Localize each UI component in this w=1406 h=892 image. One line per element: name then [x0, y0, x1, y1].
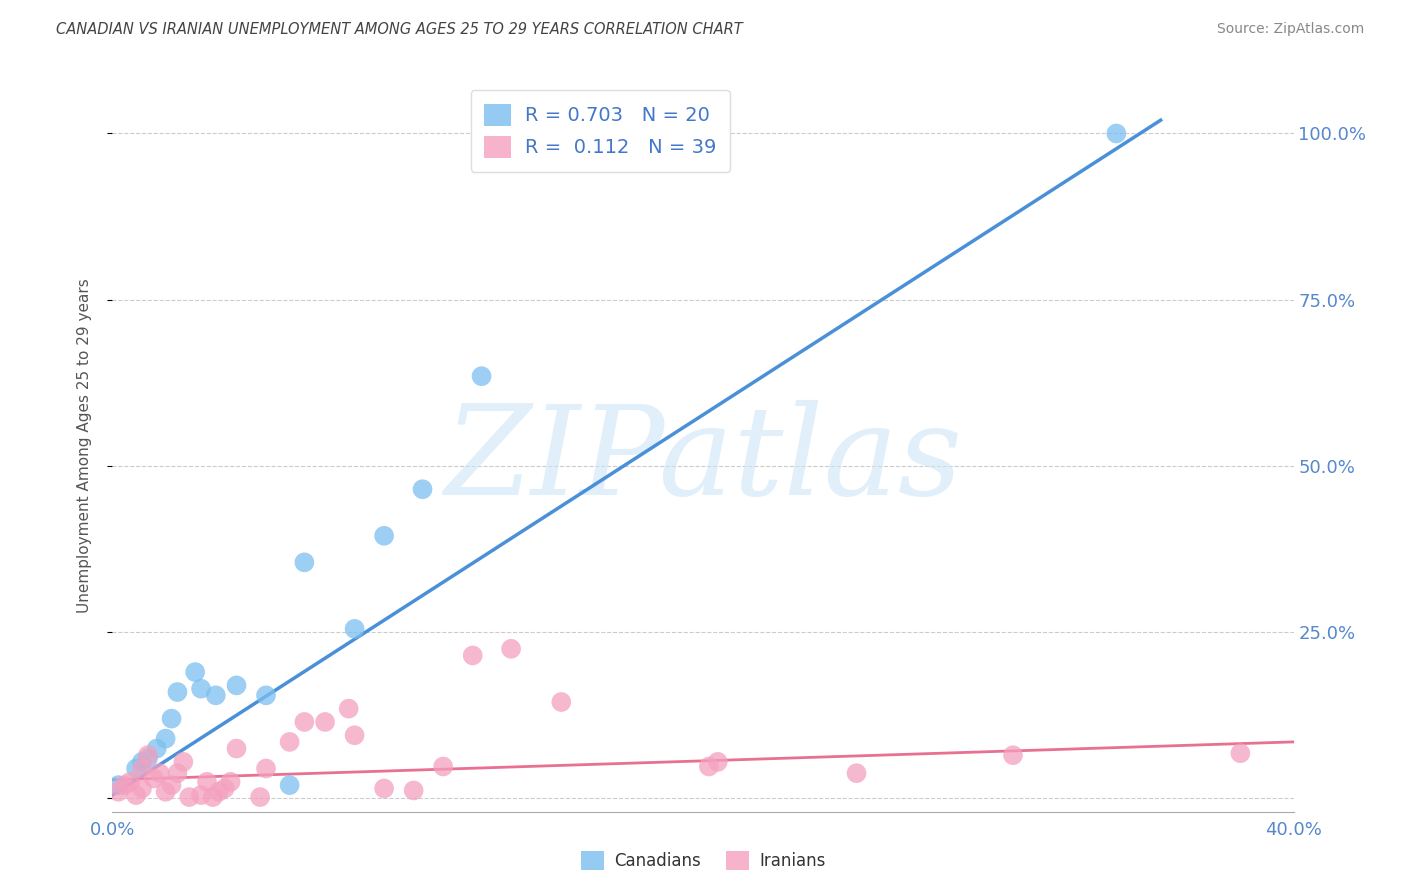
Point [131, 755, 153, 769]
Y-axis label: Unemployment Among Ages 25 to 29 years: Unemployment Among Ages 25 to 29 years [77, 278, 91, 614]
Point [155, 731, 177, 746]
Point [278, 735, 301, 749]
Point [160, 778, 183, 792]
Point [225, 741, 247, 756]
Text: Source: ZipAtlas.com: Source: ZipAtlas.com [1216, 22, 1364, 37]
Point [249, 790, 271, 805]
Legend: Canadians, Iranians: Canadians, Iranians [574, 844, 832, 877]
Point [706, 755, 728, 769]
Point [136, 748, 159, 763]
Point [149, 766, 172, 780]
Point [112, 778, 135, 792]
Point [190, 681, 212, 696]
Point [1229, 746, 1251, 760]
Point [214, 781, 236, 796]
Point [166, 685, 188, 699]
Point [160, 712, 183, 726]
Point [501, 641, 523, 656]
Point [208, 785, 231, 799]
Point [219, 774, 242, 789]
Point [1105, 127, 1128, 141]
Point [166, 766, 188, 780]
Point [292, 555, 315, 569]
Point [314, 714, 336, 729]
Point [136, 751, 159, 765]
Point [470, 369, 494, 384]
Point [254, 689, 277, 703]
Point [142, 772, 165, 786]
Point [155, 785, 177, 799]
Point [432, 759, 454, 773]
Point [845, 766, 868, 780]
Point [172, 755, 194, 769]
Point [292, 714, 315, 729]
Point [125, 762, 148, 776]
Text: ZIPatlas: ZIPatlas [444, 400, 962, 522]
Point [343, 622, 366, 636]
Point [107, 778, 129, 792]
Point [550, 695, 572, 709]
Point [107, 785, 129, 799]
Point [411, 482, 433, 496]
Point [184, 665, 207, 679]
Point [195, 774, 218, 789]
Point [402, 783, 425, 797]
Point [120, 774, 142, 789]
Text: CANADIAN VS IRANIAN UNEMPLOYMENT AMONG AGES 25 TO 29 YEARS CORRELATION CHART: CANADIAN VS IRANIAN UNEMPLOYMENT AMONG A… [56, 22, 742, 37]
Point [190, 788, 212, 802]
Point [125, 788, 148, 802]
Point [461, 648, 484, 663]
Point [343, 728, 366, 742]
Point [205, 689, 228, 703]
Point [201, 790, 224, 805]
Point [337, 701, 360, 715]
Point [278, 778, 301, 792]
Point [131, 781, 153, 796]
Point [131, 762, 153, 776]
Point [254, 762, 277, 776]
Point [225, 678, 247, 692]
Point [179, 790, 201, 805]
Point [146, 741, 169, 756]
Point [697, 759, 720, 773]
Point [373, 529, 395, 543]
Point [1001, 748, 1024, 763]
Point [373, 781, 395, 796]
